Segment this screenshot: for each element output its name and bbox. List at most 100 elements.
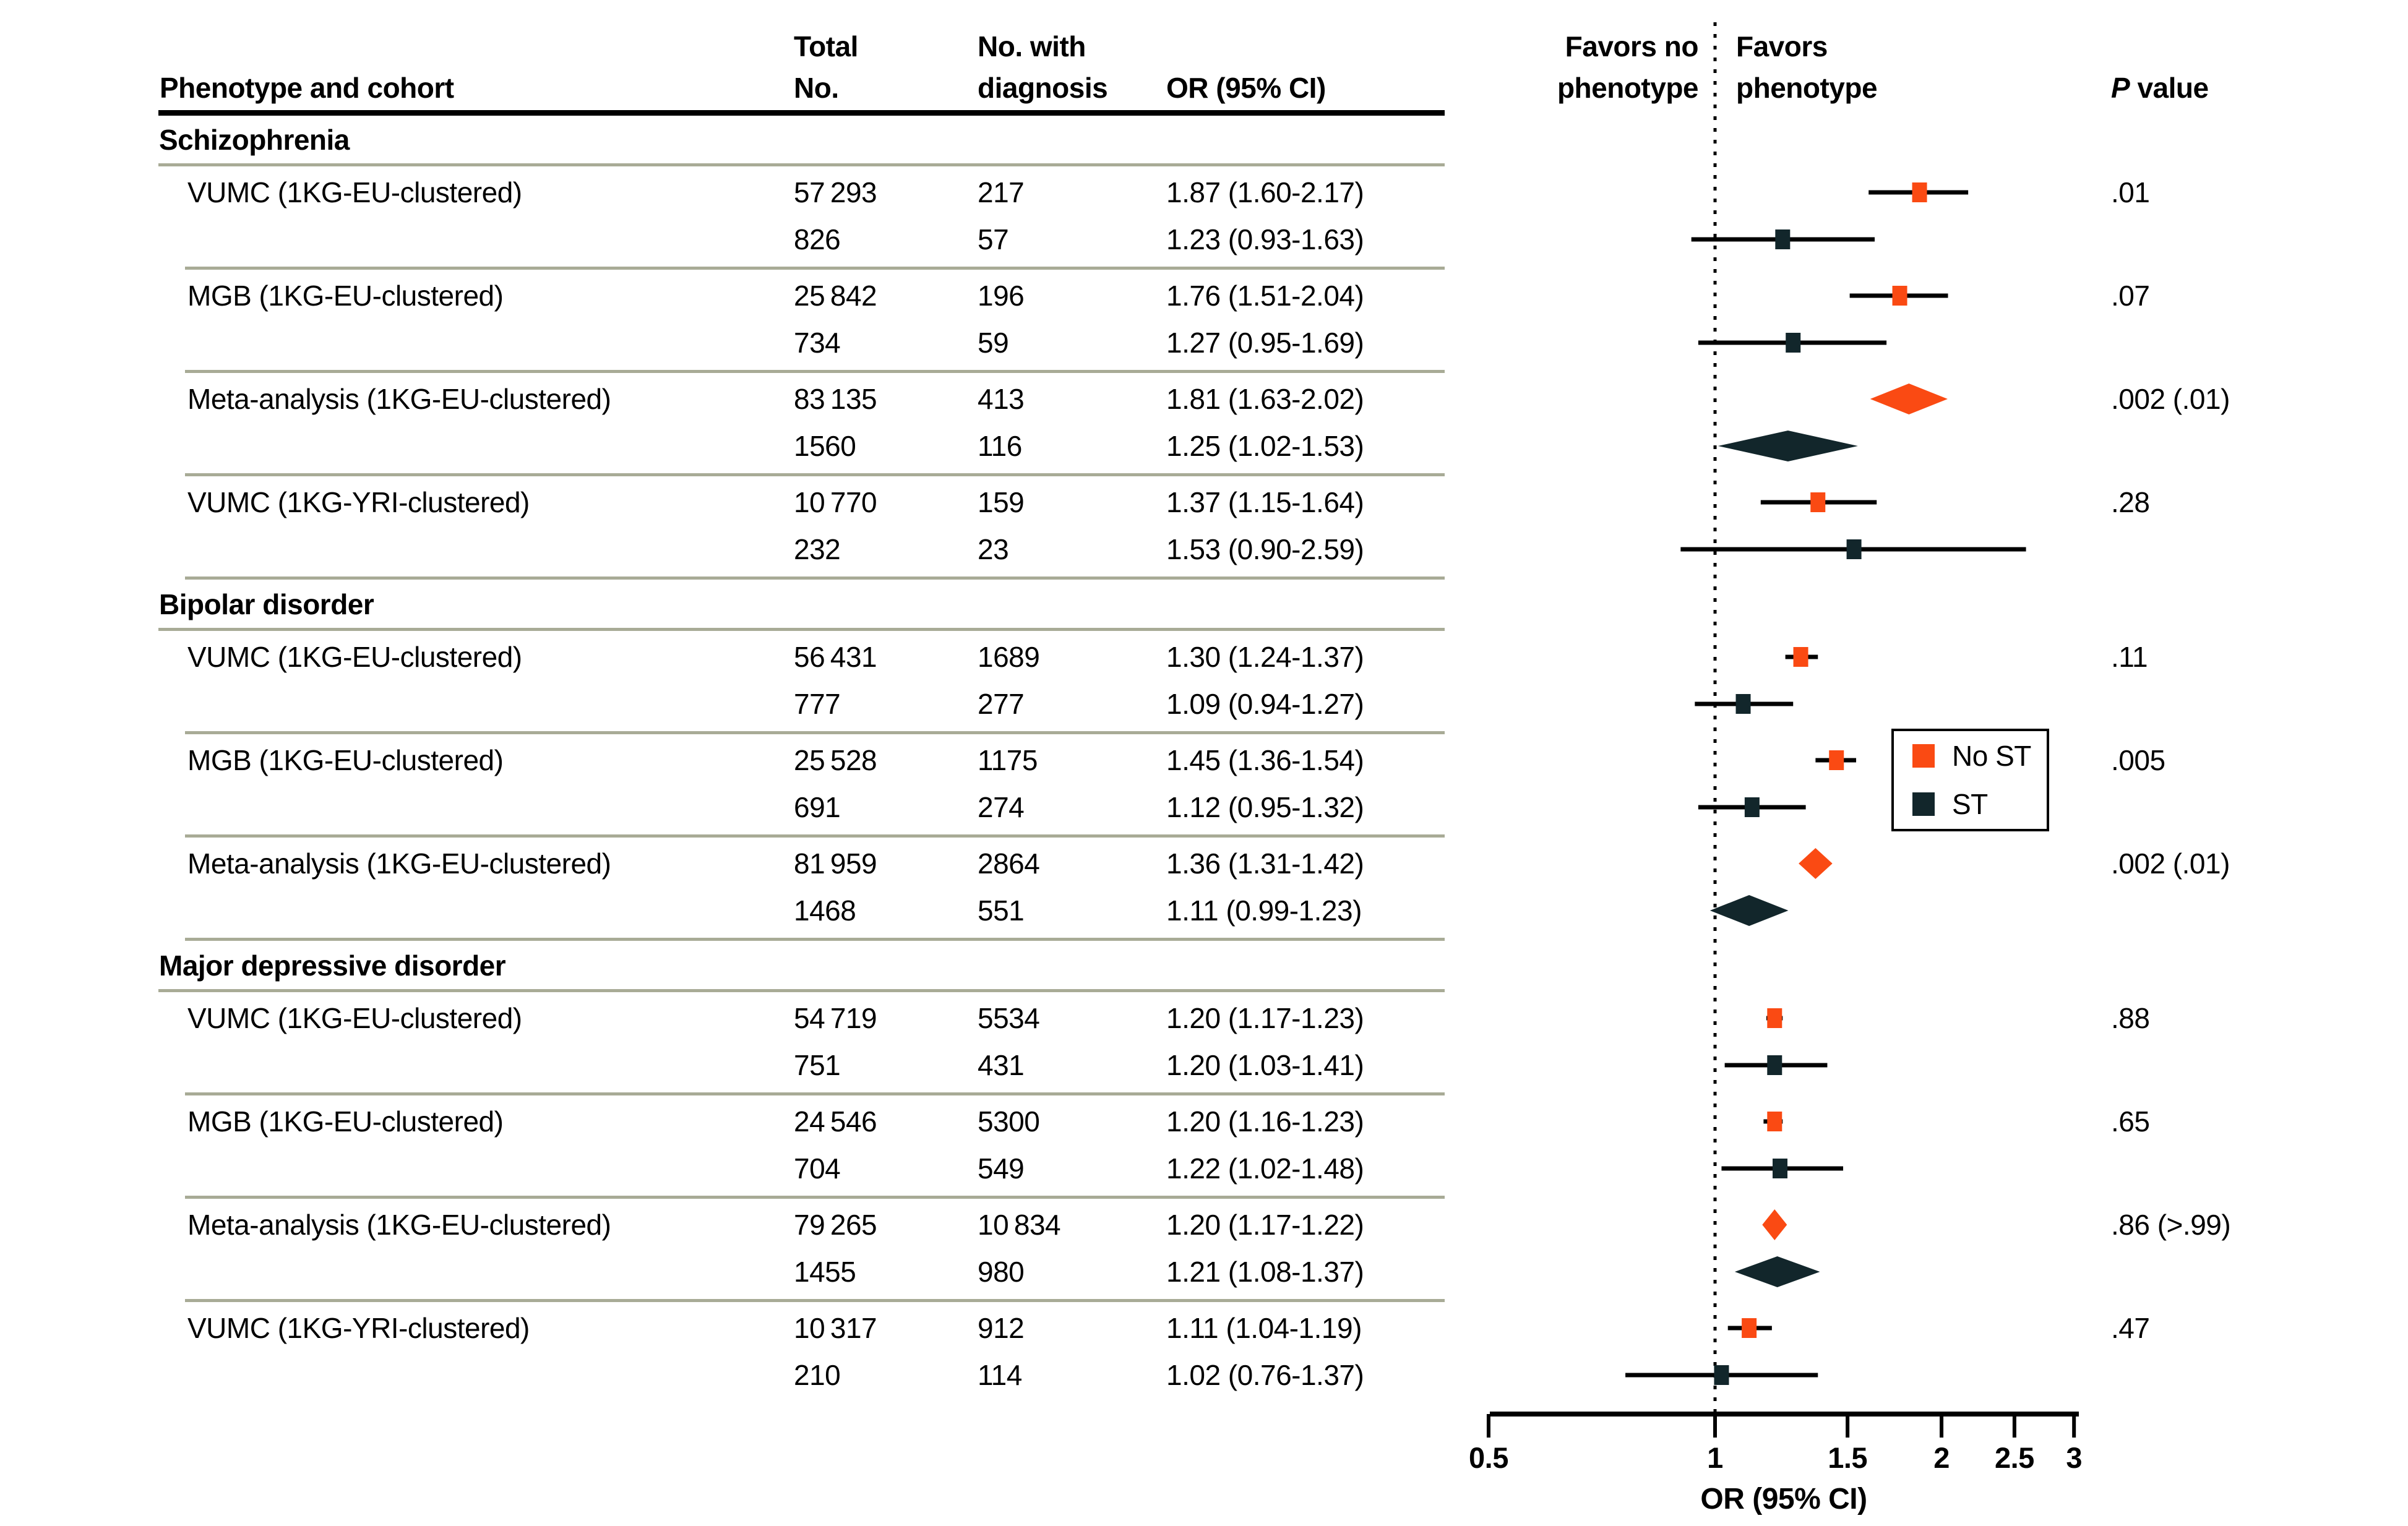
or-ci-text: 1.11 (0.99-1.23) (1166, 894, 1362, 927)
no-with-diagnosis: 10 834 (978, 1209, 1061, 1241)
x-axis-tick-label: 2.5 (1994, 1441, 2034, 1474)
section-underline (158, 628, 1445, 631)
cohort-separator (185, 834, 1445, 838)
column-header-total-line2: No. (794, 72, 839, 104)
section-underline (158, 163, 1445, 166)
total-no: 232 (794, 533, 841, 565)
cohort-name: MGB (1KG-EU-clustered) (187, 280, 504, 312)
or-marker-square (1912, 182, 1927, 202)
total-no: 56 431 (794, 641, 877, 673)
p-value: .28 (2111, 486, 2150, 518)
or-marker-square (1742, 1318, 1757, 1338)
or-marker-square (1829, 750, 1844, 770)
no-with-diagnosis: 274 (978, 791, 1025, 823)
no-with-diagnosis: 59 (978, 327, 1009, 359)
no-with-diagnosis: 413 (978, 383, 1025, 415)
no-with-diagnosis: 1689 (978, 641, 1040, 673)
no-with-diagnosis: 217 (978, 176, 1025, 208)
or-marker-diamond (1799, 848, 1833, 879)
no-with-diagnosis: 114 (978, 1359, 1022, 1391)
or-marker-square (1767, 1112, 1782, 1131)
or-ci-text: 1.87 (1.60-2.17) (1166, 176, 1364, 208)
or-marker-square (1786, 333, 1801, 353)
no-with-diagnosis: 5300 (978, 1105, 1040, 1138)
or-ci-text: 1.27 (0.95-1.69) (1166, 327, 1364, 359)
or-marker-diamond (1762, 1209, 1787, 1240)
no-with-diagnosis: 551 (978, 894, 1025, 927)
section-top-separator (185, 938, 1445, 941)
cohort-separator (185, 370, 1445, 373)
or-marker-diamond (1709, 895, 1789, 926)
favors-phenotype-label-line1: Favors (1736, 30, 1828, 62)
no-with-diagnosis: 196 (978, 280, 1025, 312)
marker-layer (1625, 182, 2026, 1385)
or-ci-text: 1.37 (1.15-1.64) (1166, 486, 1364, 518)
no-st-swatch-icon (1912, 744, 1935, 768)
or-marker-diamond (1718, 431, 1858, 461)
total-no: 1468 (794, 894, 856, 927)
column-header-diagnosis-line2: diagnosis (978, 72, 1108, 104)
cohort-name: VUMC (1KG-YRI-clustered) (187, 1312, 530, 1344)
st-swatch-icon (1912, 792, 1935, 816)
cohort-separator (185, 1196, 1445, 1199)
or-ci-text: 1.22 (1.02-1.48) (1166, 1152, 1364, 1185)
or-marker-diamond (1734, 1256, 1820, 1287)
no-with-diagnosis: 5534 (978, 1002, 1040, 1034)
or-ci-text: 1.20 (1.17-1.22) (1166, 1209, 1364, 1241)
section-top-separator (185, 577, 1445, 580)
total-no: 704 (794, 1152, 841, 1185)
x-axis-title: OR (95% CI) (1700, 1483, 1867, 1515)
cohort-name: MGB (1KG-EU-clustered) (187, 744, 504, 776)
total-no: 10 317 (794, 1312, 877, 1344)
total-no: 751 (794, 1049, 841, 1081)
or-marker-square (1714, 1365, 1729, 1385)
no-with-diagnosis: 912 (978, 1312, 1025, 1344)
or-marker-square (1892, 286, 1907, 306)
column-header-or-ci: OR (95% CI) (1166, 72, 1326, 104)
cohort-name: Meta-analysis (1KG-EU-clustered) (187, 383, 611, 415)
total-no: 210 (794, 1359, 841, 1391)
cohort-separator (185, 473, 1445, 476)
or-ci-text: 1.76 (1.51-2.04) (1166, 280, 1364, 312)
legend-item-st: ST (1912, 787, 2047, 821)
or-ci-text: 1.36 (1.31-1.42) (1166, 847, 1364, 880)
p-value: .47 (2111, 1312, 2150, 1344)
cohort-separator (185, 1092, 1445, 1095)
cohort-name: MGB (1KG-EU-clustered) (187, 1105, 504, 1138)
column-header-phenotype: Phenotype and cohort (160, 72, 454, 104)
total-no: 25 528 (794, 744, 877, 776)
cohort-separator (185, 1299, 1445, 1302)
legend-item-no-st: No ST (1912, 739, 2047, 773)
favors-phenotype-label-line2: phenotype (1736, 72, 1878, 104)
legend-label-no-st: No ST (1952, 740, 2031, 772)
or-ci-text: 1.53 (0.90-2.59) (1166, 533, 1364, 565)
no-with-diagnosis: 549 (978, 1152, 1025, 1185)
x-axis-tick-label: 3 (2066, 1441, 2082, 1474)
or-marker-square (1767, 1055, 1782, 1075)
or-ci-text: 1.21 (1.08-1.37) (1166, 1256, 1364, 1288)
or-marker-square (1744, 797, 1760, 817)
x-axis-ticks (1486, 1414, 2076, 1438)
no-with-diagnosis: 57 (978, 223, 1009, 255)
total-no: 10 770 (794, 486, 877, 518)
x-axis-tick-label: 2 (1933, 1441, 1950, 1474)
total-no: 83 135 (794, 383, 877, 415)
or-ci-text: 1.09 (0.94-1.27) (1166, 688, 1364, 720)
or-ci-text: 1.12 (0.95-1.32) (1166, 791, 1364, 823)
cohort-name: VUMC (1KG-EU-clustered) (187, 1002, 522, 1034)
p-value-rest: value (2130, 72, 2209, 104)
cohort-name: Meta-analysis (1KG-EU-clustered) (187, 1209, 611, 1241)
p-value: .002 (.01) (2111, 847, 2230, 880)
favors-no-phenotype-label-line2: phenotype (1557, 72, 1699, 104)
total-no: 25 842 (794, 280, 877, 312)
p-value: .11 (2111, 641, 2148, 673)
total-no: 777 (794, 688, 841, 720)
cohort-separator (185, 267, 1445, 270)
or-marker-square (1846, 539, 1862, 559)
no-with-diagnosis: 277 (978, 688, 1025, 720)
or-ci-text: 1.11 (1.04-1.19) (1166, 1312, 1362, 1344)
x-axis-tick-label: 1 (1707, 1441, 1723, 1474)
or-marker-square (1735, 694, 1751, 714)
